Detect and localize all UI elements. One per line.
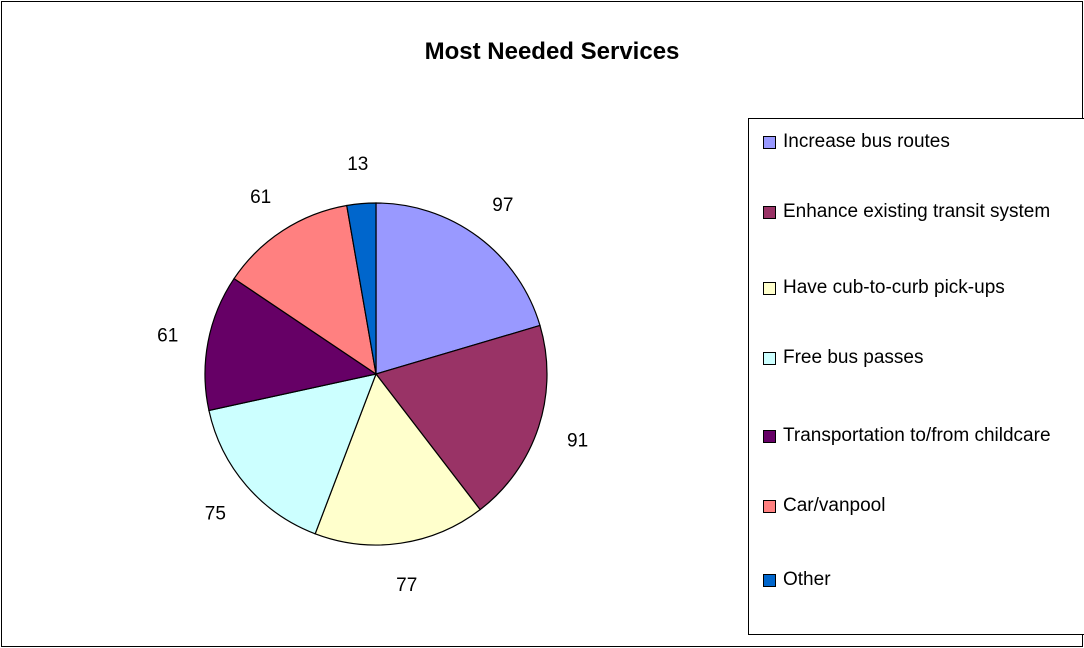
pie-slice	[374, 324, 548, 511]
legend-item: Enhance existing transit system	[763, 199, 1084, 225]
legend-swatch	[763, 352, 776, 365]
legend-label: Have cub-to-curb pick-ups	[783, 277, 1005, 298]
chart-legend: Increase bus routes Enhance existing tran…	[748, 118, 1084, 635]
legend-label: Other	[783, 569, 831, 590]
pie-slice	[375, 202, 541, 375]
pie-slice	[233, 204, 377, 376]
pie-slice	[314, 372, 481, 546]
legend-swatch	[763, 282, 776, 295]
slice-data-label: 13	[347, 154, 368, 175]
legend-label: Increase bus routes	[783, 131, 950, 152]
slice-data-label: 97	[492, 195, 513, 216]
legend-label: Transportation to/from childcare	[783, 425, 1051, 446]
slice-data-label: 91	[567, 431, 588, 452]
legend-label: Car/vanpool	[783, 495, 886, 516]
pie-slice	[204, 277, 378, 412]
legend-swatch	[763, 430, 776, 443]
slice-data-label: 75	[205, 503, 226, 524]
pie-chart: 97 91 77 75 61 61 13	[157, 154, 588, 596]
slice-data-label: 61	[250, 187, 271, 208]
legend-swatch	[763, 136, 776, 149]
legend-label: Enhance existing transit system	[783, 201, 1051, 222]
legend-item: Transportation to/from childcare	[763, 423, 1084, 449]
legend-item: Have cub-to-curb pick-ups	[763, 275, 1084, 301]
legend-item: Free bus passes	[763, 345, 1084, 371]
chart-title: Most Needed Services	[424, 38, 680, 65]
legend-item: Car/vanpool	[763, 493, 1084, 519]
legend-item: Other	[763, 567, 1084, 593]
pie-slice	[346, 202, 377, 375]
slice-data-label: 61	[157, 325, 178, 346]
pie-slice	[208, 373, 377, 535]
legend-swatch	[763, 574, 776, 587]
legend-swatch	[763, 206, 776, 219]
legend-label: Free bus passes	[783, 347, 924, 368]
legend-item: Increase bus routes	[763, 129, 1084, 155]
slice-data-label: 77	[396, 575, 417, 596]
legend-swatch	[763, 500, 776, 513]
